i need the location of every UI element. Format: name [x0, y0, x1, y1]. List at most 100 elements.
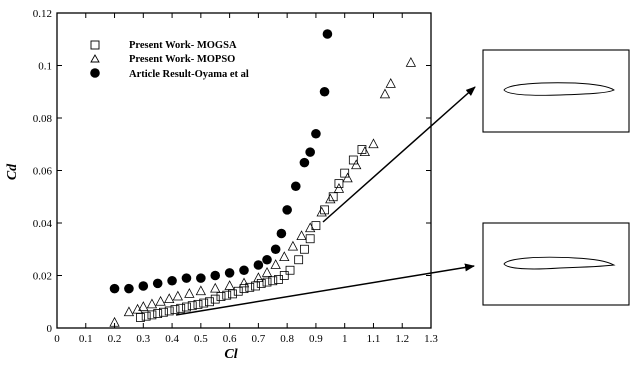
- x-tick-label: 0: [54, 333, 60, 345]
- data-point-mogsa: [239, 284, 249, 294]
- x-tick-label: 0.5: [194, 333, 208, 345]
- data-point-mopso: [351, 159, 362, 170]
- data-point-oyama: [319, 86, 330, 97]
- y-tick-label: 0.02: [33, 271, 52, 283]
- data-point-mogsa: [268, 276, 278, 286]
- data-point-mogsa: [205, 297, 214, 307]
- airfoil-shape-top: [503, 82, 615, 96]
- inset-frame-bottom: [482, 222, 630, 306]
- legend-marker-circle: [90, 68, 100, 78]
- legend-label-mopso: Present Work- MOPSO: [129, 54, 235, 65]
- x-tick-label: 0.7: [252, 333, 266, 345]
- data-point-oyama: [152, 278, 163, 289]
- data-point-mogsa: [153, 309, 163, 318]
- data-point-mopso: [279, 251, 290, 262]
- data-point-mogsa: [233, 286, 243, 296]
- x-tick-label: 0.1: [79, 333, 93, 345]
- data-point-oyama: [210, 270, 221, 281]
- data-point-mogsa: [300, 244, 309, 254]
- data-point-mopso: [342, 172, 353, 183]
- x-tick-label: 1.2: [395, 333, 409, 345]
- data-point-mopso: [210, 282, 221, 293]
- data-point-mopso: [316, 206, 327, 217]
- data-point-oyama: [282, 205, 292, 215]
- data-point-mopso: [325, 193, 336, 204]
- data-point-mopso: [172, 290, 183, 301]
- legend-label-oyama: Article Result-Oyama et al: [129, 69, 249, 80]
- data-point-mopso: [333, 183, 345, 193]
- data-point-mogsa: [262, 277, 272, 287]
- data-point-mogsa: [311, 221, 321, 231]
- data-point-mopso: [261, 267, 273, 277]
- data-point-mogsa: [334, 179, 344, 189]
- y-tick-label: 0.1: [38, 61, 52, 73]
- data-point-oyama: [124, 283, 134, 294]
- data-point-mopso: [238, 277, 250, 288]
- data-point-mogsa: [176, 303, 186, 313]
- data-point-oyama: [311, 128, 321, 139]
- x-axis-title: Cl: [224, 347, 237, 362]
- data-point-mogsa: [305, 234, 315, 244]
- x-tick-label: 0.3: [136, 333, 150, 345]
- data-points: [109, 29, 417, 327]
- data-point-mogsa: [222, 290, 232, 300]
- data-point-mopso: [184, 288, 195, 298]
- y-axis-title: Cd: [5, 163, 20, 180]
- data-point-mopso: [287, 240, 299, 251]
- annotation-arrow-top: [322, 86, 476, 223]
- data-point-mopso: [368, 138, 379, 149]
- data-point-mopso: [385, 78, 396, 88]
- data-point-mogsa: [187, 301, 197, 311]
- data-point-oyama: [224, 268, 235, 278]
- data-point-mopso: [109, 316, 120, 327]
- x-tick-label: 0.6: [223, 333, 237, 345]
- data-point-mopso: [138, 301, 149, 311]
- x-tick-label: 0.4: [165, 333, 179, 345]
- axis-tick-labels: 0 0.1 0.2 0.3 0.4 0.5 0.6 0.7 0.8 0.9 1 1.1 1.2 1.3 0 0…: [33, 8, 439, 345]
- data-point-oyama: [262, 254, 272, 265]
- inset-frame-top: [482, 49, 630, 133]
- data-point-mogsa: [348, 155, 358, 165]
- data-point-oyama: [253, 260, 264, 270]
- data-point-mopso: [405, 57, 417, 67]
- data-point-mogsa: [164, 306, 174, 316]
- data-point-mogsa: [193, 299, 203, 309]
- data-point-mogsa: [199, 298, 209, 308]
- data-point-mogsa: [216, 292, 226, 301]
- y-tick-label: 0.06: [33, 166, 53, 178]
- data-point-mopso: [155, 295, 166, 306]
- plot-frame: [56, 12, 432, 329]
- airfoil-inset-top: [482, 49, 630, 133]
- data-point-mogsa: [159, 307, 168, 317]
- axis-ticks: [56, 12, 432, 329]
- data-point-oyama: [290, 181, 301, 192]
- data-point-mopso: [123, 306, 135, 317]
- data-point-oyama: [196, 273, 206, 283]
- data-point-mogsa: [294, 255, 304, 265]
- x-tick-label: 0.9: [309, 333, 323, 345]
- legend-marker-triangle: [90, 54, 100, 63]
- data-point-mopso: [132, 303, 143, 314]
- data-point-mopso: [270, 259, 281, 269]
- data-point-oyama: [239, 265, 249, 276]
- data-point-oyama: [299, 157, 310, 168]
- x-tick-label: 1.3: [424, 333, 438, 345]
- annotation-arrow-bottom: [175, 263, 475, 316]
- y-tick-label: 0.12: [33, 8, 52, 20]
- data-point-mopso: [164, 293, 175, 304]
- data-point-mopso: [305, 222, 316, 233]
- data-point-mopso: [359, 146, 370, 157]
- data-point-oyama: [167, 275, 177, 286]
- x-tick-label: 1.1: [367, 333, 381, 345]
- data-point-mogsa: [182, 302, 191, 312]
- data-point-oyama: [138, 281, 149, 291]
- y-tick-label: 0.04: [33, 218, 53, 230]
- data-point-oyama: [109, 283, 120, 294]
- airfoil-inset-bottom: [482, 222, 630, 306]
- data-point-mogsa: [340, 168, 350, 178]
- data-point-mogsa: [170, 305, 180, 315]
- legend-label-mogsa: Present Work- MOGSA: [129, 40, 237, 51]
- data-point-mopso: [253, 272, 264, 283]
